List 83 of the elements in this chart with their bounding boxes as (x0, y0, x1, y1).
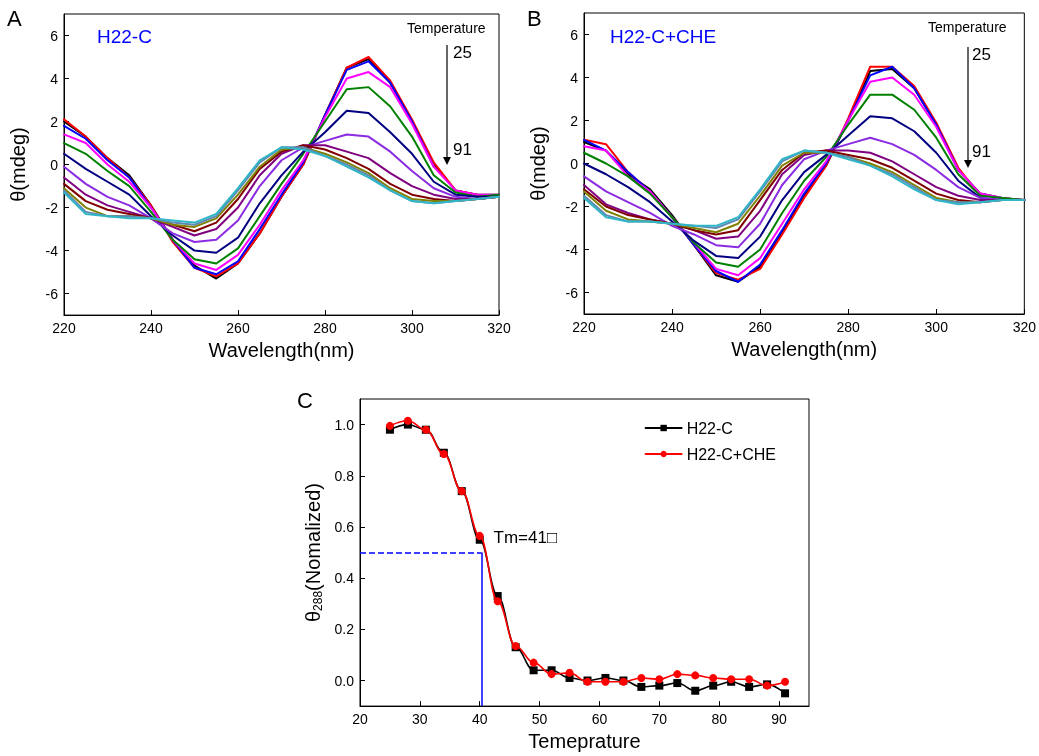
annotation: Temperature (407, 20, 486, 36)
y-tick-label: -6 (45, 285, 59, 302)
x-tick-label: 240 (139, 320, 163, 337)
point (565, 668, 574, 677)
point (529, 658, 538, 667)
point (709, 681, 718, 690)
x-axis-title: Temeprature (528, 730, 641, 752)
annotation: 25 (453, 43, 472, 62)
point (691, 686, 700, 695)
legend-label: H22-C (686, 419, 733, 437)
point (709, 673, 718, 682)
point (691, 671, 700, 680)
point (655, 681, 664, 690)
y-tick-label: 1.0 (334, 416, 355, 433)
chart-title: B (527, 5, 542, 31)
x-tick-label: 300 (400, 320, 424, 337)
annotation: 25 (972, 45, 991, 64)
y-axis-title: θ288(Nomalized) (301, 483, 325, 623)
chart-title: C (297, 387, 313, 413)
y-tick-label: -6 (565, 284, 579, 301)
y-tick-label: 0.2 (334, 621, 355, 638)
point (385, 421, 394, 430)
x-tick-label: 30 (412, 711, 428, 728)
y-tick-label: -4 (45, 242, 59, 259)
x-axis-title: Wavelength(nm) (208, 339, 355, 361)
point (673, 670, 682, 679)
x-tick-label: 70 (651, 711, 668, 728)
point (781, 677, 790, 686)
x-tick-label: 280 (313, 320, 337, 337)
x-tick-label: 50 (531, 711, 548, 728)
y-tick-label: 0.6 (334, 518, 355, 535)
legend-label: H22-C+CHE (686, 445, 776, 463)
point (403, 416, 412, 425)
text: H22-C (97, 26, 152, 47)
y-tick-label: -2 (565, 198, 579, 215)
point (529, 666, 538, 675)
x-tick-label: 80 (711, 711, 728, 728)
y-tick-label: 6 (50, 27, 59, 44)
chart-title: A (7, 5, 22, 31)
y-tick-label: 0.0 (334, 672, 355, 689)
x-tick-label: 20 (352, 711, 368, 728)
x-tick-label: 260 (748, 319, 773, 335)
y-tick-label: 4 (570, 69, 579, 86)
x-tick-label: 260 (226, 320, 250, 337)
point (745, 682, 754, 691)
x-tick-label: 90 (771, 711, 788, 728)
annotation: 91 (453, 140, 472, 159)
point (745, 675, 754, 684)
point (493, 597, 502, 606)
y-tick-label: 0 (570, 155, 579, 172)
point (601, 677, 610, 686)
y-tick-label: -2 (45, 199, 59, 216)
x-tick-label: 280 (836, 319, 861, 335)
point (637, 682, 646, 691)
x-tick-label: 220 (572, 319, 596, 335)
y-axis-title: θ(mdeg) (7, 127, 29, 202)
y-tick-label: 0.4 (334, 570, 355, 587)
point (673, 679, 682, 688)
x-axis-title: Wavelength(nm) (731, 337, 878, 360)
x-tick-label: 320 (487, 320, 511, 337)
point (655, 675, 664, 684)
x-tick-label: 40 (471, 711, 488, 728)
y-tick-label: 4 (50, 70, 59, 87)
point (547, 670, 556, 679)
x-tick-label: 220 (52, 320, 76, 337)
x-tick-label: 300 (924, 319, 949, 335)
x-tick-label: 60 (591, 711, 608, 728)
y-tick-label: 0 (50, 156, 59, 173)
y-tick-label: 2 (50, 113, 59, 130)
point (781, 689, 790, 698)
annotation: 91 (972, 142, 991, 161)
y-tick-label: -4 (565, 241, 579, 258)
text: H22-C+CHE (610, 26, 717, 47)
annotation: Temperature (928, 19, 1007, 35)
point (475, 531, 484, 540)
x-tick-label: 240 (660, 319, 684, 335)
y-tick-label: 2 (570, 112, 579, 129)
point (637, 673, 646, 682)
x-tick-label: 320 (1012, 319, 1037, 335)
annotation: Tm=41□ (493, 527, 558, 547)
y-axis-title: θ(mdeg) (527, 126, 549, 201)
y-tick-label: 0.8 (334, 467, 355, 484)
y-tick-label: 6 (570, 26, 579, 43)
